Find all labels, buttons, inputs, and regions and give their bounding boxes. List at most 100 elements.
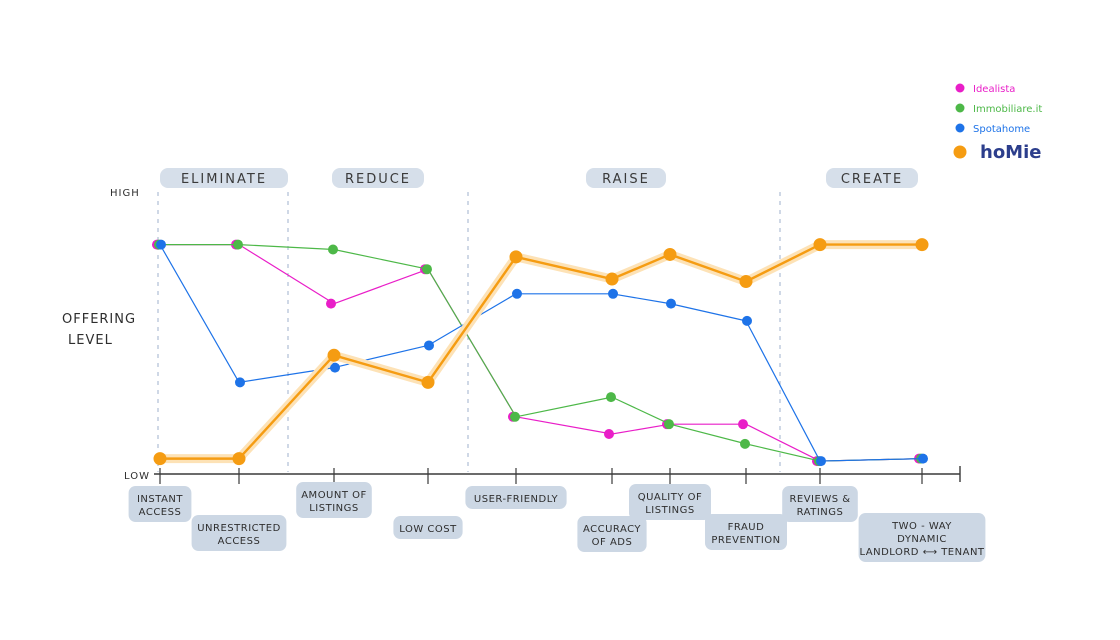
category-tick-label: DYNAMIC: [897, 534, 947, 545]
category-label-reviews-ratings: REVIEWS & RATINGS: [782, 486, 858, 522]
data-point: [327, 348, 341, 362]
category-label-quality-of-listings: QUALITY OF LISTINGS: [629, 484, 711, 520]
category-pill: [128, 486, 192, 522]
data-point: [816, 456, 826, 467]
category-pill: [393, 516, 463, 539]
phase-header-raise: RAISE: [586, 168, 666, 188]
category-pill: [191, 515, 287, 551]
legend-label: Spotahome: [973, 124, 1030, 135]
category-label-accuracy-of-ads: ACCURACY OF ADS: [577, 516, 647, 552]
category-label-low-cost: LOW COST: [393, 516, 463, 539]
data-point: [233, 239, 243, 250]
phase-label: RAISE: [602, 172, 650, 187]
category-tick-label: PREVENTION: [711, 535, 780, 546]
phase-pill: [160, 168, 288, 188]
phase-pill: [826, 168, 918, 188]
series-homie: [153, 238, 929, 466]
data-point: [663, 247, 677, 261]
category-tick-label: INSTANT: [137, 494, 183, 505]
data-point: [424, 340, 434, 351]
data-point: [604, 429, 614, 440]
series-immobiliare-it: [154, 239, 926, 467]
category-label-unrestricted-access: UNRESTRICTED ACCESS: [191, 515, 287, 551]
category-tick-label: LOW COST: [399, 524, 457, 535]
series-line: [160, 243, 922, 460]
data-point: [422, 264, 432, 275]
category-label-two-way-dynamic-landlord-tenant: TWO - WAY DYNAMIC LANDLORD ⟷ TENANT: [858, 513, 986, 562]
category-pill: [858, 513, 986, 562]
category-tick-label: UNRESTRICTED: [197, 523, 281, 534]
category-pill: [705, 514, 787, 550]
phase-headers: ELIMINATE REDUCE RAISE CREATE: [160, 168, 918, 188]
data-point: [512, 288, 522, 299]
legend-item-idealista: Idealista: [955, 83, 1015, 95]
x-axis: [154, 466, 961, 484]
category-pill: [629, 484, 711, 520]
category-tick-label: LANDLORD ⟷ TENANT: [859, 547, 984, 558]
data-point: [326, 298, 336, 309]
data-point: [156, 239, 166, 250]
phase-pill: [586, 168, 666, 188]
data-point: [813, 238, 827, 252]
data-point: [606, 392, 616, 403]
legend-swatch: [955, 123, 965, 133]
phase-header-create: CREATE: [826, 168, 918, 188]
data-point: [915, 238, 929, 252]
category-tick-label: ACCESS: [139, 507, 182, 518]
data-point: [510, 411, 520, 422]
data-point: [153, 452, 167, 466]
phase-label: REDUCE: [345, 172, 411, 187]
data-point: [740, 438, 750, 449]
legend-swatch: [955, 103, 965, 113]
category-tick-label: ACCURACY: [583, 524, 641, 535]
category-tick-label: LISTINGS: [309, 503, 359, 514]
data-point: [918, 453, 928, 464]
category-tick-label: OF ADS: [592, 537, 633, 548]
data-point: [664, 419, 674, 430]
category-pill: [782, 486, 858, 522]
legend-swatch: [953, 145, 967, 159]
series-lines: [152, 238, 929, 467]
category-pill: [465, 486, 567, 509]
legend-label: hoMie: [980, 142, 1041, 163]
category-labels: INSTANT ACCESS UNRESTRICTED ACCESS AMOUNT OF…: [128, 482, 986, 562]
phase-header-reduce: REDUCE: [332, 168, 424, 188]
data-point: [509, 250, 523, 264]
legend-item-spotahome: Spotahome: [955, 123, 1030, 135]
category-tick-label: LISTINGS: [645, 505, 695, 516]
data-point: [608, 288, 618, 299]
legend-label: Idealista: [973, 84, 1015, 95]
series-line: [159, 244, 923, 462]
data-point: [421, 375, 435, 389]
series-line: [160, 244, 923, 462]
category-tick-label: FRAUD: [728, 522, 765, 533]
category-tick-label: ACCESS: [218, 536, 261, 547]
y-axis-label-line-1: OFFERING: [62, 312, 136, 327]
data-point: [738, 419, 748, 430]
legend-item-immobiliare-it: Immobiliare.it: [955, 103, 1042, 115]
category-tick-label: TWO - WAY: [891, 521, 952, 532]
phase-label: ELIMINATE: [181, 172, 267, 187]
data-point: [328, 244, 338, 255]
category-pill: [577, 516, 647, 552]
series-spotahome: [156, 239, 928, 467]
phase-pill: [332, 168, 424, 188]
legend-label: Immobiliare.it: [973, 104, 1042, 115]
category-pill: [296, 482, 372, 518]
category-tick-label: AMOUNT OF: [301, 490, 367, 501]
category-label-amount-of-listings: AMOUNT OF LISTINGS: [296, 482, 372, 518]
category-tick-label: REVIEWS &: [789, 494, 850, 505]
data-point: [742, 315, 752, 326]
category-tick-label: USER-FRIENDLY: [474, 494, 559, 505]
phase-header-eliminate: ELIMINATE: [160, 168, 288, 188]
series-line: [160, 244, 923, 462]
data-point: [605, 272, 619, 286]
legend: Idealista Immobiliare.it Spotahome hoMie: [953, 83, 1042, 163]
phase-dividers: [157, 192, 781, 472]
phase-label: CREATE: [841, 172, 903, 187]
data-point: [232, 452, 246, 466]
category-label-instant-access: INSTANT ACCESS: [128, 486, 192, 522]
category-label-user-friendly: USER-FRIENDLY: [465, 486, 567, 509]
category-tick-label: QUALITY OF: [638, 492, 703, 503]
